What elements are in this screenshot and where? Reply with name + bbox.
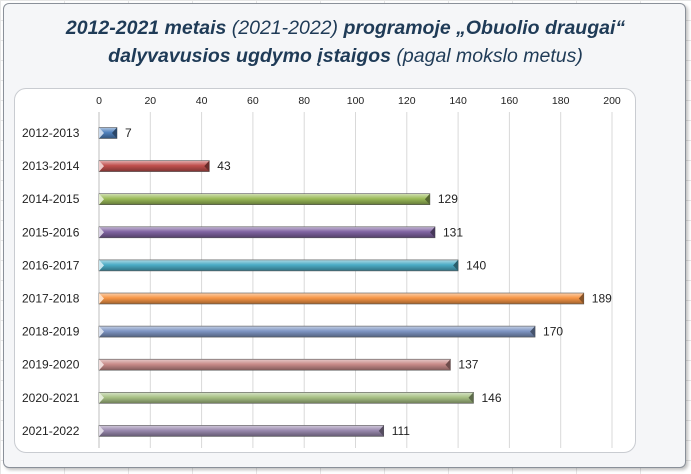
title-current-year: (2021-2022) [231,17,339,39]
bar-bevel-right [378,425,384,437]
bar-bevel-right [578,293,584,304]
x-tick-label: 140 [449,95,467,107]
bar-bevel-left [99,425,104,437]
title-institutions: dalyvavusios ugdymo įstaigos [108,45,391,67]
bar [98,259,459,272]
title-years: 2012-2021 metais [65,17,227,39]
value-label: 146 [481,391,501,405]
value-labels: 7 43 129 131 140 189 170 137 146 111 [125,126,612,438]
bar [98,391,474,404]
x-tick-label: 0 [96,95,102,107]
bar-bevel-left [99,293,104,304]
bar [98,226,436,239]
x-tick-label: 120 [398,95,416,107]
bar-bevel-left [99,127,104,139]
bar-bevel-right [424,193,430,205]
bar [98,425,385,437]
category-label: 2020-2021 [22,391,80,405]
bar-bevel-left [99,392,104,404]
value-label: 189 [592,292,612,306]
bar-bevel-left [99,359,104,371]
bar-bevel-right [468,392,474,404]
bar-bevel-left [99,193,104,205]
category-label: 2014-2015 [22,192,80,206]
bars [98,127,585,437]
value-label: 43 [217,159,231,173]
value-label: 111 [392,424,411,438]
bar [98,292,585,305]
value-label: 137 [458,358,478,372]
category-label: 2021-2022 [22,424,80,438]
bar [98,325,536,338]
x-tick-label: 200 [603,95,621,107]
x-tick-label: 160 [501,95,519,107]
value-label: 7 [125,126,132,140]
chart-title-line-1: 2012-2021 metais (2021-2022) programoje … [0,14,691,42]
bar-bevel-left [99,226,104,238]
value-label: 131 [443,225,463,239]
chart-title-line-2: dalyvavusios ugdymo įstaigos (pagal moks… [0,42,691,70]
bar [98,193,431,205]
bar-bevel-right [445,359,451,371]
bar-bevel-left [99,326,104,338]
category-label: 2017-2018 [22,292,80,306]
bar-bevel-left [99,160,104,172]
x-tick-label: 80 [298,95,310,107]
category-label: 2019-2020 [22,358,80,372]
x-tick-label: 20 [144,95,156,107]
category-label: 2018-2019 [22,325,80,339]
x-tick-label: 40 [196,95,208,107]
chart-title: 2012-2021 metais (2021-2022) programoje … [0,14,691,70]
x-axis-ticks: 0 20 40 60 80 100 120 140 160 180 200 [96,95,621,107]
bar-bevel-right [453,259,459,271]
bar-bevel-right [430,226,436,238]
category-labels: 2012-2013 2013-2014 2014-2015 2015-2016 2016… [22,126,80,438]
bar-bevel-right [111,127,117,139]
bar [98,160,210,172]
title-by-school-year: (pagal mokslo metus) [396,45,583,67]
bar-bevel-right [530,326,536,338]
value-label: 140 [466,258,486,272]
value-label: 170 [543,325,563,339]
category-label: 2012-2013 [22,126,80,140]
bar-bevel-left [99,259,104,271]
x-tick-label: 60 [247,95,259,107]
title-program: programoje „Obuolio draugai“ [343,17,626,39]
x-tick-label: 100 [347,95,365,107]
bar [98,358,451,371]
x-tick-label: 180 [552,95,570,107]
category-label: 2016-2017 [22,258,80,272]
category-label: 2013-2014 [22,159,80,173]
bar-bevel-right [204,160,210,172]
value-label: 129 [438,192,458,206]
category-label: 2015-2016 [22,225,80,239]
